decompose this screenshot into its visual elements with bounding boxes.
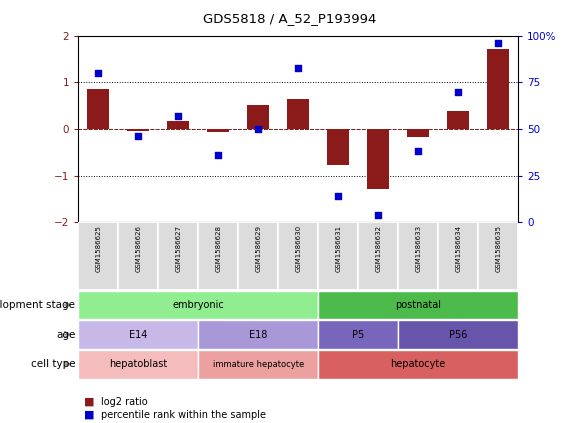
Text: ■: ■ xyxy=(84,409,94,420)
Text: hepatoblast: hepatoblast xyxy=(109,359,167,369)
Bar xyxy=(447,111,469,129)
Bar xyxy=(358,222,398,290)
Point xyxy=(373,211,383,218)
Text: embryonic: embryonic xyxy=(173,300,224,310)
Bar xyxy=(287,99,309,129)
Text: cell type: cell type xyxy=(31,359,75,369)
Bar xyxy=(207,129,229,132)
Bar xyxy=(118,222,158,290)
Text: GSM1586630: GSM1586630 xyxy=(295,225,301,272)
Bar xyxy=(87,90,109,129)
Point xyxy=(453,88,463,95)
Text: E14: E14 xyxy=(129,330,148,340)
Text: log2 ratio: log2 ratio xyxy=(101,397,148,407)
Bar xyxy=(318,350,518,379)
Bar xyxy=(167,121,189,129)
Bar xyxy=(318,291,518,319)
Point xyxy=(134,133,143,140)
Text: ■: ■ xyxy=(84,397,94,407)
Bar xyxy=(398,320,518,349)
Text: GDS5818 / A_52_P193994: GDS5818 / A_52_P193994 xyxy=(203,12,376,25)
Text: GSM1586631: GSM1586631 xyxy=(335,225,341,272)
Bar xyxy=(278,222,318,290)
Text: hepatocyte: hepatocyte xyxy=(391,359,446,369)
Text: GSM1586629: GSM1586629 xyxy=(255,225,261,272)
Bar xyxy=(318,222,358,290)
Bar xyxy=(247,105,269,129)
Point xyxy=(94,70,103,77)
Bar xyxy=(78,350,198,379)
Bar xyxy=(367,129,389,189)
Bar xyxy=(78,291,318,319)
Text: GSM1586625: GSM1586625 xyxy=(95,225,101,272)
Bar xyxy=(318,320,398,349)
Bar xyxy=(78,320,198,349)
Bar xyxy=(198,350,318,379)
Text: age: age xyxy=(56,330,75,340)
Text: GSM1586626: GSM1586626 xyxy=(135,225,141,272)
Bar xyxy=(198,320,318,349)
Bar xyxy=(78,222,118,290)
Bar xyxy=(158,222,198,290)
Text: GSM1586635: GSM1586635 xyxy=(495,225,501,272)
Bar xyxy=(407,129,429,137)
Bar xyxy=(438,222,478,290)
Point xyxy=(493,40,503,47)
Point xyxy=(413,148,423,155)
Bar xyxy=(127,129,149,132)
Text: GSM1586628: GSM1586628 xyxy=(215,225,221,272)
Point xyxy=(334,192,343,199)
Bar xyxy=(198,222,238,290)
Text: percentile rank within the sample: percentile rank within the sample xyxy=(101,409,266,420)
Bar xyxy=(327,129,349,165)
Text: development stage: development stage xyxy=(0,300,75,310)
Bar xyxy=(487,49,509,129)
Text: immature hepatocyte: immature hepatocyte xyxy=(212,360,304,369)
Text: GSM1586632: GSM1586632 xyxy=(375,225,381,272)
Text: E18: E18 xyxy=(249,330,267,340)
Bar xyxy=(398,222,438,290)
Point xyxy=(294,64,303,71)
Bar xyxy=(478,222,518,290)
Point xyxy=(254,126,263,132)
Text: GSM1586627: GSM1586627 xyxy=(175,225,181,272)
Point xyxy=(174,113,183,119)
Text: GSM1586633: GSM1586633 xyxy=(415,225,421,272)
Bar xyxy=(238,222,278,290)
Text: P56: P56 xyxy=(449,330,467,340)
Point xyxy=(214,152,223,159)
Text: postnatal: postnatal xyxy=(395,300,441,310)
Text: GSM1586634: GSM1586634 xyxy=(455,225,461,272)
Text: P5: P5 xyxy=(352,330,364,340)
